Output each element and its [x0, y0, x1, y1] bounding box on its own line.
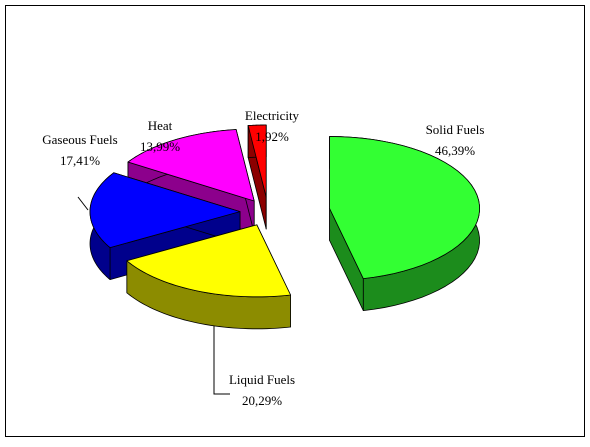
slice-label: Solid Fuels [426, 122, 485, 137]
slice [127, 129, 255, 202]
leader-line [213, 308, 230, 395]
value-label: 20,29% [242, 393, 282, 408]
slice [126, 224, 291, 298]
slice-label: Liquid Fuels [229, 372, 295, 387]
value-label: 1,92% [255, 129, 289, 144]
value-label: 17,41% [60, 153, 100, 168]
slice [247, 124, 267, 198]
slice [329, 136, 480, 280]
slice [89, 172, 241, 249]
value-label: 46,39% [435, 143, 475, 158]
value-label: 13,99% [140, 139, 180, 154]
leader-line [77, 196, 89, 211]
slice-label: Heat [148, 118, 173, 133]
slice-label: Electricity [245, 108, 300, 123]
slice-label: Gaseous Fuels [42, 132, 117, 147]
